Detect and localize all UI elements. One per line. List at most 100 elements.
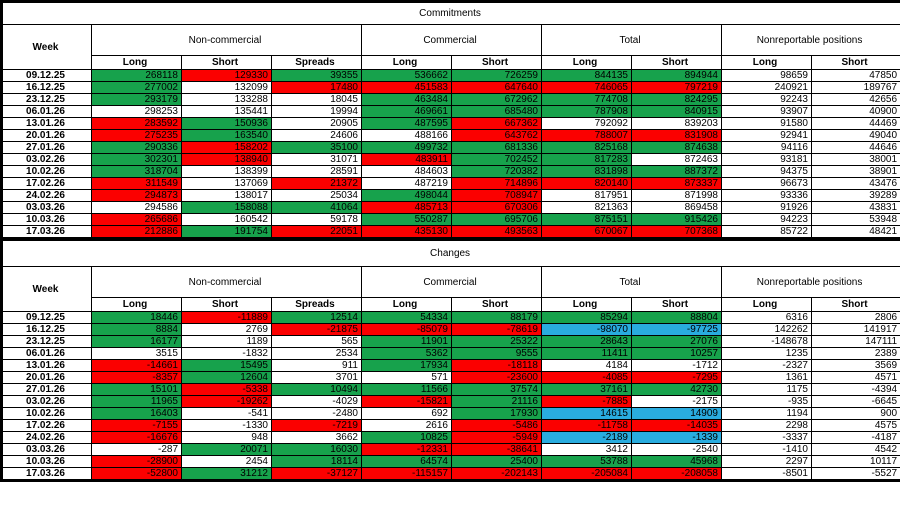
value-cell-nc-spreads: 25034 — [271, 189, 362, 202]
value-cell-nr-short: 4575 — [810, 419, 900, 432]
value-cell-comm-short: 685480 — [451, 105, 542, 118]
value-cell-total-short: 797219 — [631, 81, 722, 94]
value-cell-nr-short: 49040 — [810, 129, 900, 142]
group-header-nonreportable: Nonreportable positions — [720, 24, 900, 56]
value-cell-nc-long: 16403 — [91, 407, 182, 420]
value-cell-nc-spreads: 911 — [271, 359, 362, 372]
value-cell-nc-long: 212886 — [91, 225, 182, 239]
value-cell-total-short: -97725 — [631, 323, 722, 336]
subheader-nc-long: Long — [91, 55, 182, 70]
group-header-row: Week Non-commercial Commercial Total Non… — [1, 24, 900, 70]
value-cell-nr-short: 42656 — [810, 93, 900, 106]
value-cell-nc-spreads: 21372 — [271, 177, 362, 190]
value-cell-nc-spreads: 19994 — [271, 105, 362, 118]
table-row: 10.03.26 265686 160542 59178 550287 695706 875… — [1, 213, 900, 226]
title-row: Changes — [0, 240, 900, 267]
value-cell-nc-short: 129330 — [181, 69, 272, 82]
table-row: 03.03.26 294586 158088 41064 485713 670306 821… — [1, 201, 900, 214]
value-cell-comm-short: -38641 — [451, 443, 542, 456]
subheader-nr-short: Short — [810, 55, 900, 70]
value-cell-nr-short: 43831 — [810, 201, 900, 214]
value-cell-nr-long: 91580 — [721, 117, 812, 130]
value-cell-comm-short: 702452 — [451, 153, 542, 166]
subheader-nr-long: Long — [721, 297, 812, 312]
value-cell-nc-long: -52800 — [91, 467, 182, 481]
value-cell-nc-spreads: 59178 — [271, 213, 362, 226]
value-cell-nc-short: 135441 — [181, 105, 272, 118]
value-cell-comm-short: 643762 — [451, 129, 542, 142]
table-row: 09.12.25 268118 129330 39355 536662 726259 844… — [1, 69, 900, 82]
value-cell-total-long: 875151 — [541, 213, 632, 226]
value-cell-total-short: 873337 — [631, 177, 722, 190]
table-row: 20.01.26 275235 163540 24606 488166 643762 788… — [1, 129, 900, 142]
value-cell-comm-short: 25400 — [451, 455, 542, 468]
value-cell-nr-short: 39289 — [810, 189, 900, 202]
value-cell-nr-short: 141917 — [810, 323, 900, 336]
value-cell-nc-short: 138017 — [181, 189, 272, 202]
value-cell-nc-short: -5338 — [181, 383, 272, 396]
value-cell-nc-short: 160542 — [181, 213, 272, 226]
week-column-header: Week — [1, 24, 92, 70]
week-cell: 27.01.26 — [1, 383, 92, 396]
value-cell-nr-short: 2806 — [810, 311, 900, 324]
value-cell-total-long: -205084 — [541, 467, 632, 481]
value-cell-comm-short: -5949 — [451, 431, 542, 444]
value-cell-comm-short: -23600 — [451, 371, 542, 384]
value-cell-nr-long: 240921 — [721, 81, 812, 94]
week-cell: 20.01.26 — [1, 129, 92, 142]
week-cell: 17.02.26 — [1, 177, 92, 190]
subheader-nc-long: Long — [91, 297, 182, 312]
group-header-noncommercial: Non-commercial — [91, 24, 362, 56]
subheader-comm-long: Long — [361, 55, 452, 70]
value-cell-comm-short: 726259 — [451, 69, 542, 82]
value-cell-nc-spreads: -37127 — [271, 467, 362, 481]
value-cell-comm-long: 5362 — [361, 347, 452, 360]
week-cell: 09.12.25 — [1, 69, 92, 82]
subheader-nr-long: Long — [721, 55, 812, 70]
value-cell-comm-long: 463484 — [361, 93, 452, 106]
value-cell-comm-long: 485713 — [361, 201, 452, 214]
value-cell-nc-long: 298253 — [91, 105, 182, 118]
changes-table: Changes Week Non-commercial Commercial T… — [0, 240, 900, 482]
value-cell-total-long: 3412 — [541, 443, 632, 456]
value-cell-nc-long: 16177 — [91, 335, 182, 348]
value-cell-total-long: -2189 — [541, 431, 632, 444]
value-cell-nc-short: -19262 — [181, 395, 272, 408]
value-cell-total-short: 707368 — [631, 225, 722, 239]
week-cell: 10.03.26 — [1, 213, 92, 226]
value-cell-nc-long: 318704 — [91, 165, 182, 178]
value-cell-nr-long: -2327 — [721, 359, 812, 372]
value-cell-total-short: 824295 — [631, 93, 722, 106]
value-cell-comm-short: -5486 — [451, 419, 542, 432]
value-cell-total-short: 840915 — [631, 105, 722, 118]
group-header-commercial: Commercial — [361, 24, 542, 56]
value-cell-nc-long: 277002 — [91, 81, 182, 94]
value-cell-nc-spreads: 20905 — [271, 117, 362, 130]
value-cell-total-short: 872463 — [631, 153, 722, 166]
value-cell-comm-short: 667362 — [451, 117, 542, 130]
table-row: 17.03.26 -52800 31212 -37127 -115157 -202143-… — [1, 467, 900, 481]
value-cell-nr-long: 94116 — [721, 141, 812, 154]
value-cell-comm-long: 435130 — [361, 225, 452, 239]
table-row: 16.12.25 8884 2769 -21875 -85079 -78619 -98070… — [1, 323, 900, 336]
value-cell-nr-long: -935 — [721, 395, 812, 408]
value-cell-comm-long: -85079 — [361, 323, 452, 336]
value-cell-nc-long: 294873 — [91, 189, 182, 202]
table-row: 16.12.25 277002 132099 17480 451583 647640 746… — [1, 81, 900, 94]
value-cell-nc-long: -8357 — [91, 371, 182, 384]
value-cell-comm-short: 714896 — [451, 177, 542, 190]
value-cell-comm-short: 670306 — [451, 201, 542, 214]
value-cell-nc-long: -28900 — [91, 455, 182, 468]
value-cell-comm-long: -115157 — [361, 467, 452, 481]
value-cell-comm-short: 9555 — [451, 347, 542, 360]
value-cell-nc-short: 2454 — [181, 455, 272, 468]
value-cell-nc-long: 290336 — [91, 141, 182, 154]
value-cell-nc-spreads: 31071 — [271, 153, 362, 166]
value-cell-comm-long: 469661 — [361, 105, 452, 118]
week-cell: 03.02.26 — [1, 395, 92, 408]
value-cell-nc-long: 293179 — [91, 93, 182, 106]
value-cell-nr-long: 91926 — [721, 201, 812, 214]
value-cell-nc-spreads: -7219 — [271, 419, 362, 432]
week-cell: 03.03.26 — [1, 443, 92, 456]
value-cell-nc-spreads: 2534 — [271, 347, 362, 360]
